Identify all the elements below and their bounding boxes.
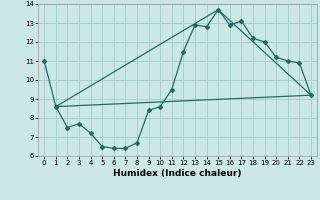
X-axis label: Humidex (Indice chaleur): Humidex (Indice chaleur) (113, 169, 242, 178)
